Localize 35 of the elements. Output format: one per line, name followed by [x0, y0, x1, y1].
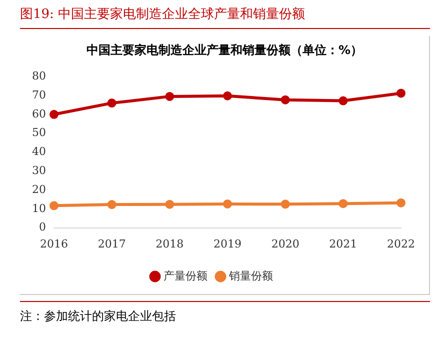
- point: [165, 200, 174, 209]
- chart-subtitle: 图19: 中国主要家电制造企业全球产量和销量份额: [20, 6, 306, 23]
- y-tick-label: 20: [32, 182, 46, 196]
- legend-label: 销量份额: [228, 269, 273, 282]
- x-tick-label: 2016: [40, 237, 68, 250]
- y-tick-label: 70: [32, 88, 46, 102]
- y-tick-label: 80: [32, 69, 46, 82]
- x-tick-label: 2018: [156, 237, 184, 250]
- point: [223, 199, 232, 208]
- point: [223, 91, 232, 100]
- x-tick-label: 2021: [329, 237, 358, 250]
- chart-title: 中国主要家电制造企业产量和销量份额（单位：%）: [85, 42, 364, 59]
- point: [338, 96, 348, 106]
- x-tick-label: 2020: [271, 237, 300, 250]
- text: 注：参加统计的家电企业包括: [20, 308, 176, 325]
- point: [396, 88, 406, 98]
- point: [165, 92, 174, 101]
- y-tick-label: 10: [32, 202, 46, 215]
- point: [107, 98, 116, 108]
- y-tick-label: 40: [32, 145, 46, 158]
- legend-label: 产量份额: [164, 269, 208, 282]
- point: [280, 95, 290, 104]
- point: [49, 110, 58, 119]
- y-tick-label: 50: [32, 126, 46, 140]
- y-tick-label: 0: [38, 220, 46, 234]
- point: [107, 200, 116, 210]
- x-tick-label: 2017: [98, 237, 126, 250]
- point: [280, 200, 290, 209]
- y-tick-label: 30: [32, 164, 46, 177]
- point: [49, 201, 58, 210]
- point: [338, 199, 348, 208]
- y-tick-label: 60: [32, 107, 46, 120]
- point: [396, 198, 406, 208]
- x-tick-label: 2019: [214, 237, 242, 250]
- x-tick-label: 2022: [387, 237, 415, 250]
